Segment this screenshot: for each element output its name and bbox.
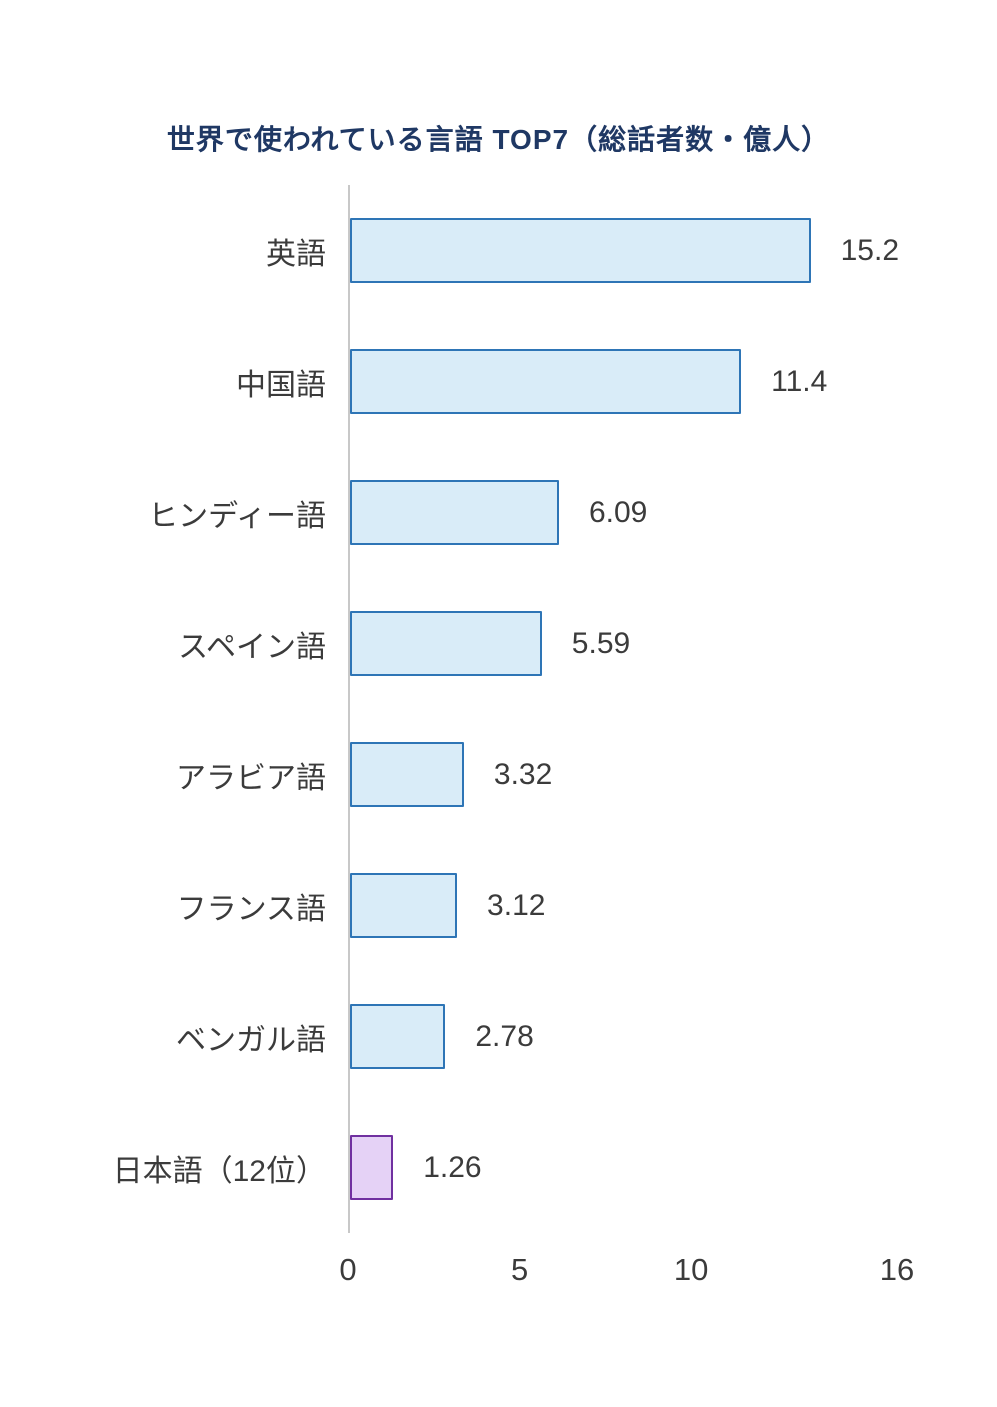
- x-axis: 0 5 10 16: [339, 1252, 914, 1296]
- value-label: 2.78: [475, 1019, 534, 1053]
- x-tick-label: 5: [510, 1252, 529, 1287]
- bar-row: ベンガル語 2.78: [176, 971, 899, 1102]
- bar-row: 英語 15.2: [266, 185, 899, 316]
- value-label: 3.12: [487, 888, 546, 922]
- category-label: 日本語（12位）: [112, 1154, 326, 1188]
- category-label: アラビア語: [176, 761, 326, 795]
- bar-row: フランス語 3.12: [177, 840, 899, 971]
- chart-title: 世界で使われている言語 TOP7（総話者数・億人）: [166, 124, 831, 155]
- category-label: ヒンディー語: [148, 499, 326, 533]
- bar: [350, 611, 542, 676]
- bar: [350, 1004, 446, 1069]
- bar-row: アラビア語 3.32: [176, 709, 899, 840]
- category-label: スペイン語: [178, 630, 326, 664]
- bar: [350, 873, 458, 938]
- x-tick-label: 0: [339, 1252, 357, 1287]
- category-label: ベンガル語: [176, 1023, 326, 1057]
- category-label: 英語: [266, 237, 326, 271]
- bar-row: ヒンディー語 6.09: [148, 447, 899, 578]
- value-label: 15.2: [840, 233, 899, 267]
- category-label: フランス語: [176, 892, 326, 926]
- bar-row: 日本語（12位） 1.26: [113, 1102, 899, 1233]
- x-tick-label: 16: [879, 1252, 915, 1287]
- bar-row: 中国語 11.4: [236, 316, 899, 447]
- value-label: 11.4: [771, 364, 828, 398]
- value-label: 5.59: [571, 626, 631, 660]
- plot-area: 英語 15.2 中国語 11.4 ヒンディー語 6.09 スペイン語 5.59 …: [113, 185, 899, 1233]
- x-tick-label: 10: [673, 1252, 709, 1287]
- bar: [350, 742, 464, 807]
- bar: [350, 1135, 394, 1200]
- value-label: 3.32: [493, 757, 553, 791]
- category-label: 中国語: [236, 368, 326, 402]
- value-label: 1.26: [423, 1150, 482, 1184]
- bar: [350, 349, 742, 414]
- bar: [350, 218, 811, 283]
- bar: [350, 480, 559, 545]
- bar-row: スペイン語 5.59: [178, 578, 899, 709]
- value-label: 6.09: [588, 495, 648, 529]
